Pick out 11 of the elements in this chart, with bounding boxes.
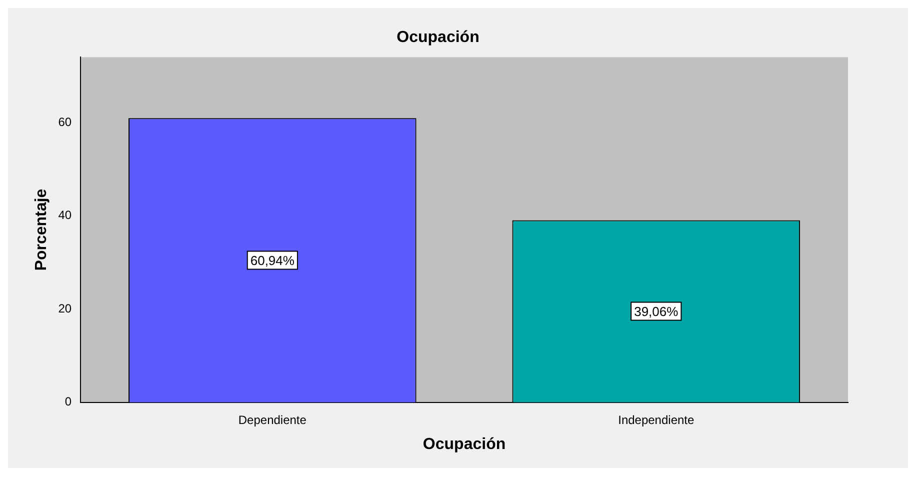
y-tick-label: 40 <box>58 208 72 222</box>
chart-title: Ocupación <box>396 29 480 46</box>
y-tick-label: 0 <box>64 394 72 409</box>
x-axis-title: Ocupación <box>422 436 506 453</box>
y-tick-label: 20 <box>58 301 72 316</box>
data-label: 60,94% <box>250 252 295 268</box>
x-tick-label: Dependiente <box>238 412 307 427</box>
x-tick-label: Independiente <box>618 412 694 427</box>
data-label: 39,06% <box>634 304 679 319</box>
y-axis-title: Porcentaje <box>33 188 50 271</box>
y-tick-label: 60 <box>58 114 72 129</box>
